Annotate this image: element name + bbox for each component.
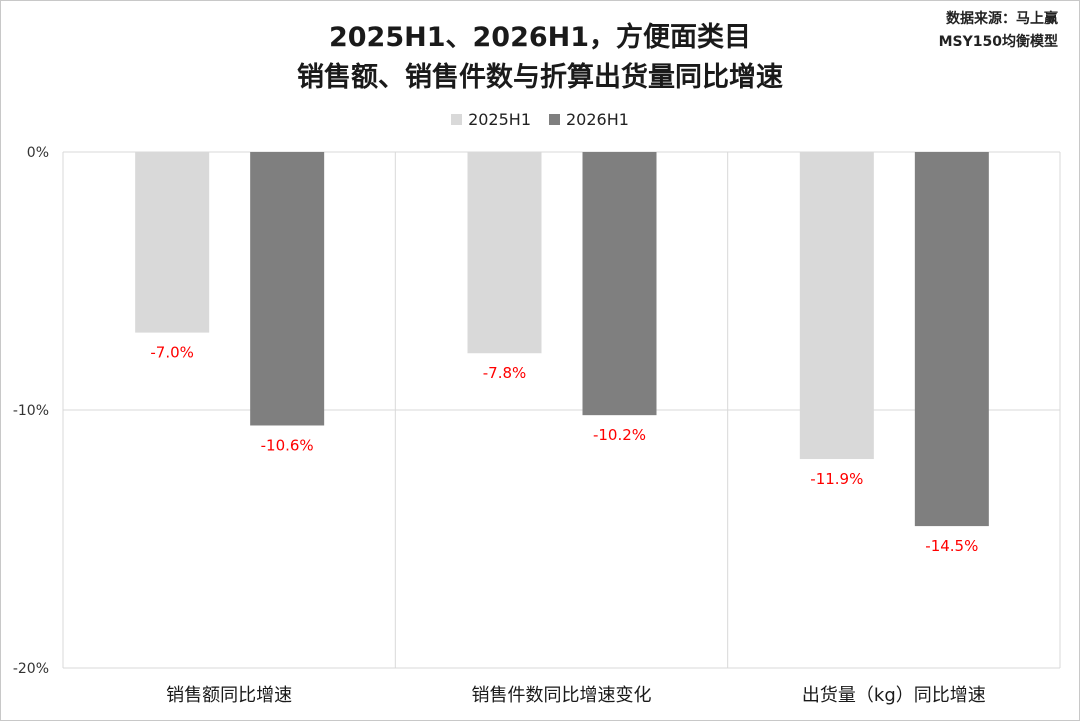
bar-2025H1 xyxy=(135,152,210,333)
bar-2025H1 xyxy=(799,152,874,460)
y-tick-label: -10% xyxy=(13,403,49,419)
data-label: -11.9% xyxy=(810,470,863,488)
data-label: -10.2% xyxy=(593,426,646,444)
bar-2025H1 xyxy=(467,152,542,354)
category-label: 销售件数同比增速变化 xyxy=(472,685,652,706)
legend-swatch-series-1 xyxy=(451,114,463,125)
category-label: 出货量（kg）同比增速 xyxy=(802,685,986,706)
bar-2026H1 xyxy=(914,152,989,527)
legend: 2025H1 2026H1 xyxy=(0,110,1080,129)
data-label: -7.0% xyxy=(150,344,194,362)
y-tick-label: 0% xyxy=(27,145,49,161)
data-label: -14.5% xyxy=(925,537,978,555)
y-tick-label: -20% xyxy=(13,661,49,677)
source-line-2: MSY150均衡模型 xyxy=(938,34,1058,50)
data-label: -7.8% xyxy=(483,364,527,382)
chart-title-line-2: 销售额、销售件数与折算出货量同比增速 xyxy=(297,62,783,93)
legend-item-series-1: 2025H1 xyxy=(451,110,531,129)
bar-2026H1 xyxy=(250,152,325,426)
chart-title-line-1: 2025H1、2026H1，方便面类目 xyxy=(328,22,752,53)
legend-label-series-1: 2025H1 xyxy=(468,110,531,129)
category-label: 销售额同比增速 xyxy=(166,685,292,706)
data-label: -10.6% xyxy=(261,436,314,454)
legend-swatch-series-2 xyxy=(549,114,560,125)
source-line-1: 数据来源：马上赢 xyxy=(946,11,1058,27)
legend-item-series-2: 2026H1 xyxy=(549,110,629,129)
data-source: 数据来源：马上赢 MSY150均衡模型 xyxy=(939,8,1058,54)
legend-label-series-2: 2026H1 xyxy=(566,110,629,129)
bar-2026H1 xyxy=(582,152,657,416)
